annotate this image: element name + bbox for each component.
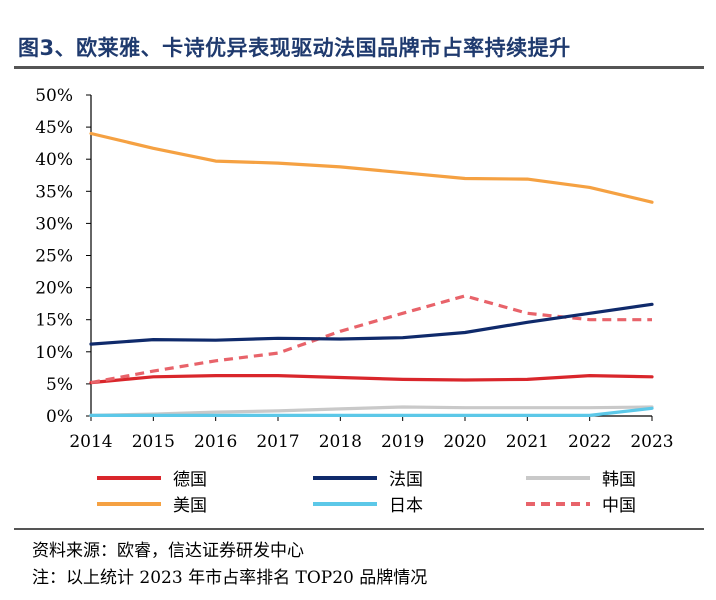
- chart-title: 图3、欧莱雅、卡诗优异表现驱动法国品牌市占率持续提升: [18, 36, 571, 60]
- source-note: 资料来源：欧睿，信达证券研发中心: [32, 541, 304, 561]
- x-tick-label: 2018: [319, 432, 362, 452]
- series-line-0: [89, 374, 654, 385]
- series-line-2: [89, 405, 654, 417]
- legend-item: 德国: [97, 470, 207, 490]
- legend-label: 法国: [389, 470, 423, 490]
- footnote: 注：以上统计 2023 年市占率排名 TOP20 品牌情况: [32, 568, 428, 588]
- x-tick-label: 2023: [630, 432, 673, 452]
- legend-label: 美国: [173, 496, 207, 516]
- legend-label: 日本: [389, 496, 423, 516]
- y-tick-label: 20%: [35, 279, 73, 299]
- legend-label: 中国: [602, 496, 636, 516]
- legend-label: 德国: [173, 470, 207, 490]
- y-tick-label: 50%: [35, 86, 73, 106]
- y-tick-label: 45%: [35, 118, 73, 138]
- legend-label: 韩国: [602, 470, 636, 490]
- series-line-4: [89, 406, 654, 417]
- line-chart: 0% 5% 10% 15% 20% 25% 30% 35% 40% 45% 50% 2014 2015…: [35, 86, 674, 516]
- y-tick-label: 10%: [35, 343, 73, 363]
- y-tick-label: 35%: [35, 182, 73, 202]
- x-tick-label: 2022: [568, 432, 611, 452]
- y-tick-label: 25%: [35, 247, 73, 267]
- series-line-1: [89, 302, 654, 346]
- title-divider: [14, 66, 704, 69]
- x-axis: 2014 2015 2016 2017 2018 2019 2020 2021 2022 2023: [69, 415, 674, 452]
- y-tick-label: 5%: [46, 375, 73, 395]
- x-tick-label: 2021: [506, 432, 549, 452]
- legend-item: 法国: [313, 470, 423, 490]
- y-axis: 0% 5% 10% 15% 20% 25% 30% 35% 40% 45% 50%: [35, 86, 92, 427]
- footer-divider: [14, 528, 704, 530]
- y-tick-label: 40%: [35, 150, 73, 170]
- x-tick-label: 2015: [132, 432, 175, 452]
- legend-item: 日本: [313, 496, 423, 516]
- legend-item: 中国: [526, 496, 636, 516]
- series-line-3: [89, 131, 654, 204]
- y-tick-label: 15%: [35, 311, 73, 331]
- legend-item: 韩国: [526, 470, 636, 490]
- x-tick-label: 2017: [256, 432, 299, 452]
- y-tick-label: 30%: [35, 214, 73, 234]
- x-tick-label: 2020: [443, 432, 486, 452]
- y-tick-label: 0%: [46, 407, 73, 427]
- x-tick-label: 2016: [194, 432, 237, 452]
- legend-item: 美国: [97, 496, 207, 516]
- x-tick-label: 2019: [381, 432, 424, 452]
- series-lines: [89, 131, 654, 417]
- x-tick-label: 2014: [69, 432, 112, 452]
